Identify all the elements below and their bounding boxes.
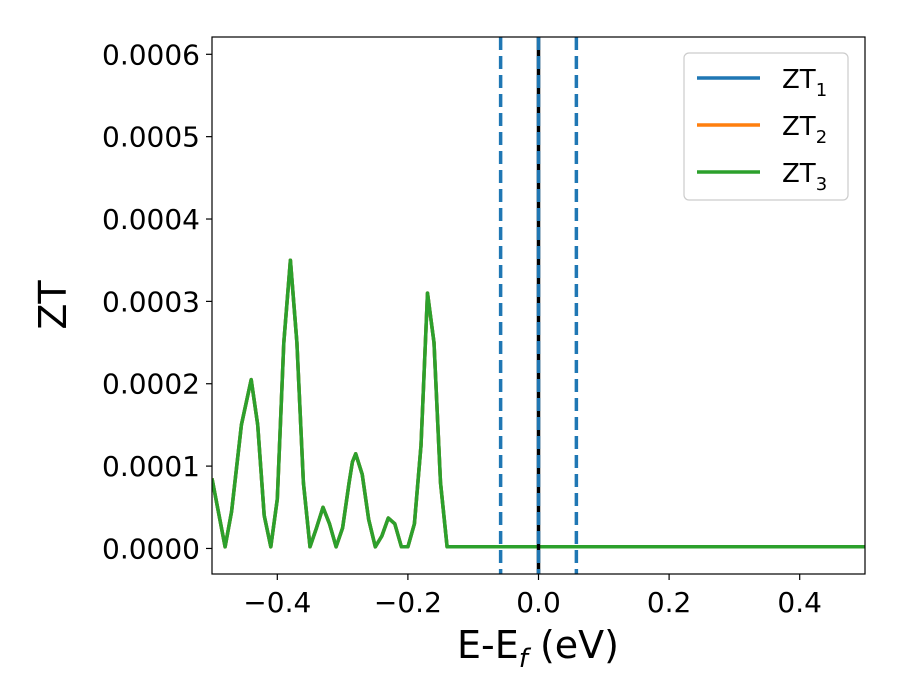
x-tick-label: 0.0 bbox=[516, 586, 561, 619]
x-tick-label: 0.4 bbox=[777, 586, 822, 619]
legend-label-zt2: ZT2 bbox=[782, 112, 827, 148]
y-tick-label: 0.0001 bbox=[102, 450, 200, 483]
y-tick-label: 0.0006 bbox=[102, 38, 200, 71]
x-axis-label: E-Ef (eV) bbox=[457, 623, 619, 674]
y-tick-label: 0.0002 bbox=[102, 368, 200, 401]
legend-label-zt1: ZT1 bbox=[782, 65, 827, 101]
plot-area bbox=[211, 36, 866, 575]
legend: ZT1 ZT2 ZT3 bbox=[683, 52, 849, 201]
axis-ticks: −0.4 −0.2 0.0 0.2 0.4 0.0000 0.0001 0.0002 0.000… bbox=[102, 38, 822, 619]
legend-box bbox=[683, 52, 849, 201]
y-tick-label: 0.0003 bbox=[102, 285, 200, 318]
y-tick-label: 0.0000 bbox=[102, 532, 200, 565]
y-tick-label: 0.0004 bbox=[102, 203, 200, 236]
legend-label-zt3: ZT3 bbox=[782, 159, 827, 195]
series-line-zt3 bbox=[212, 258, 865, 549]
x-tick-label: 0.2 bbox=[647, 586, 692, 619]
y-tick-label: 0.0005 bbox=[102, 121, 200, 154]
x-tick-label: −0.2 bbox=[374, 586, 442, 619]
x-tick-label: −0.4 bbox=[243, 586, 311, 619]
y-axis-label: ZT bbox=[31, 280, 75, 330]
